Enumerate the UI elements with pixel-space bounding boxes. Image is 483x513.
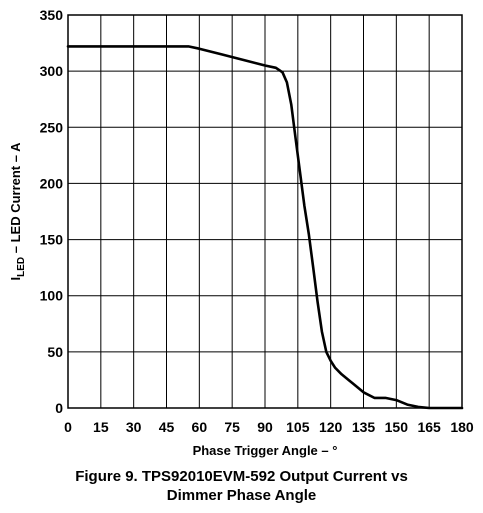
x-tick-label: 60 <box>192 419 208 435</box>
x-tick-labels: 0 15 30 45 60 75 90 105 120 135 150 165 180 <box>64 419 474 435</box>
y-axis-title: ILED – LED Current – A <box>8 142 27 281</box>
figure-caption-line2: Dimmer Phase Angle <box>166 487 317 504</box>
x-axis-title: Phase Trigger Angle – ° <box>193 443 338 458</box>
x-tick-label: 150 <box>385 419 409 435</box>
data-series <box>66 45 464 410</box>
x-tick-label: 30 <box>126 419 142 435</box>
x-tick-label: 165 <box>417 419 441 435</box>
x-tick-label: 180 <box>450 419 474 435</box>
y-axis-title-prefix: I <box>8 277 23 281</box>
x-tick-label: 15 <box>93 419 109 435</box>
y-tick-label: 150 <box>40 232 64 248</box>
y-tick-labels: 0 50 100 150 200 250 300 350 <box>40 7 64 416</box>
plot-frame <box>67 14 463 409</box>
x-tick-label: 120 <box>319 419 343 435</box>
y-tick-label: 0 <box>55 400 63 416</box>
y-tick-label: 50 <box>47 344 63 360</box>
x-tick-label: 135 <box>352 419 376 435</box>
y-tick-label: 300 <box>40 63 64 79</box>
x-tick-label: 75 <box>224 419 240 435</box>
x-tick-label: 90 <box>257 419 273 435</box>
grid-lines <box>67 14 463 409</box>
figure-caption-line1: Figure 9. TPS92010EVM-592 Output Current… <box>75 468 408 485</box>
y-tick-label: 200 <box>40 175 64 191</box>
x-tick-label: 105 <box>286 419 310 435</box>
y-tick-label: 350 <box>40 7 64 23</box>
y-tick-label: 250 <box>40 119 64 135</box>
series-line <box>66 45 464 410</box>
x-tick-label: 0 <box>64 419 72 435</box>
y-axis-title-rest: – LED Current – A <box>8 142 23 257</box>
y-tick-label: 100 <box>40 288 64 304</box>
y-axis-title-subscript: LED <box>16 257 27 277</box>
x-tick-label: 45 <box>159 419 175 435</box>
